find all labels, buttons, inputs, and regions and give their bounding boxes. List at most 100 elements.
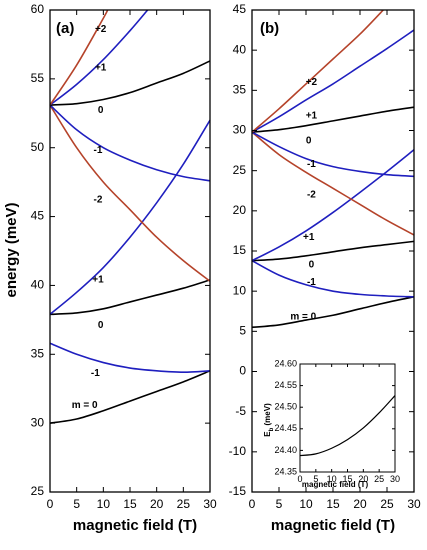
panel-i-x-tick-label-4: 20 [358, 474, 368, 484]
panel-a-series-3 [49, 119, 211, 315]
panel-a-series-8 [49, 9, 109, 106]
panel-a-x-tick-label-5: 25 [177, 497, 191, 511]
panel-b-series-3 [251, 149, 415, 262]
panel-a-series-6 [49, 60, 211, 106]
panel-b-y-tick-label-10: 35 [233, 83, 247, 97]
panel-i-y-tick-label-2: 24.45 [274, 423, 297, 433]
panel-a-curve-label-2: 0 [98, 320, 104, 331]
panel-b: (b) m = 0-10+1-2-10+1+2 0 5 10 15 20 25 30 -15… [229, 2, 421, 534]
inset-y-label-rest: (meV) [263, 403, 272, 428]
inset-background [300, 364, 395, 472]
panel-i-x-tick-label-2: 10 [327, 474, 337, 484]
panel-b-y-tick-label-1: -10 [229, 444, 247, 458]
panel-a-x-tick-label-0: 0 [47, 497, 54, 511]
panel-a-curve-label-4: -2 [94, 195, 103, 206]
inset-chart: 0 5 10 15 20 25 30 24.3524.4024.4524.5024.5524… [263, 358, 400, 489]
panel-b-curve-label-6: 0 [306, 136, 312, 147]
panel-i-y-tick-label-0: 24.35 [274, 466, 297, 476]
panel-i-series-0 [299, 395, 396, 457]
panel-a-y-ticks: 25 30 35 40 45 50 55 60 [31, 2, 210, 498]
panel-a-y-tick-label-2: 35 [31, 346, 45, 360]
panel-a-series-2 [49, 279, 211, 316]
panel-b-y-tick-label-7: 20 [233, 203, 247, 217]
panel-a-label: (a) [56, 20, 74, 37]
panel-i-y-tick-label-4: 24.55 [274, 380, 297, 390]
panel-a-y-tick-label-4: 45 [31, 209, 45, 223]
panel-b-x-tick-label-6: 30 [407, 497, 421, 511]
inset-y-ticks: 24.35 24.40 24.45 24.50 24.55 24.60 [274, 358, 395, 476]
panel-b-y-tick-label-11: 40 [233, 42, 247, 56]
panel-b-x-tick-label-1: 5 [276, 497, 283, 511]
panel-b-y-tick-label-4: 5 [239, 324, 246, 338]
panel-b-curve-label-8: +2 [306, 77, 318, 88]
panel-b-label: (b) [260, 20, 279, 37]
panel-b-curve-label-4: -2 [307, 189, 316, 200]
panel-i-x-tick-label-6: 30 [390, 474, 400, 484]
inset-y-label-sub: b [269, 427, 275, 431]
panel-a-curves [49, 9, 211, 424]
panel-b-y-tick-label-12: 45 [233, 2, 247, 16]
panel-a: (a) m = 0 -1 0 +1 -2 -1 0 +1 +2 0 5 10 15 20 25 30 25 3… [3, 2, 217, 534]
panel-a-curve-label-3: +1 [92, 275, 104, 286]
panel-b-x-tick-label-0: 0 [249, 497, 256, 511]
panel-b-y-tick-label-3: 0 [239, 364, 246, 378]
panel-b-curve-labels: m = 0 -1 0 +1 -2 -1 0 +1 +2 [290, 77, 317, 323]
panel-b-x-tick-label-5: 25 [380, 497, 394, 511]
panel-a-x-tick-label-2: 10 [97, 497, 111, 511]
panel-i-x-tick-label-0: 0 [297, 474, 302, 484]
panel-a-curve-label-7: +1 [95, 62, 107, 73]
panel-b-curve-label-5: -1 [307, 159, 316, 170]
panel-a-curve-label-5: -1 [94, 145, 103, 156]
panel-b-series-8 [251, 9, 384, 133]
panel-b-y-tick-label-8: 25 [233, 163, 247, 177]
panel-b-series-2 [251, 240, 415, 262]
panel-b-y-tick-label-0: -15 [229, 484, 247, 498]
panel-a-x-ticks: 0 5 10 15 20 25 30 [47, 10, 217, 511]
panel-a-curve-labels: m = 0 -1 0 +1 -2 -1 0 +1 +2 [72, 24, 107, 411]
inset-y-axis-label: Eb (meV) [263, 403, 275, 437]
panel-b-series-6 [251, 106, 415, 133]
panel-i-y-tick-label-5: 24.60 [274, 358, 297, 368]
panel-i-x-tick-label-3: 15 [342, 474, 352, 484]
panel-b-curves [251, 9, 415, 329]
panel-b-series-0 [251, 296, 415, 329]
panel-a-curve-label-1: -1 [91, 368, 100, 379]
panel-a-y-tick-label-3: 40 [31, 278, 45, 292]
panel-a-x-tick-label-4: 20 [150, 497, 164, 511]
inset-curves [299, 395, 396, 457]
y-axis-label: energy (meV) [3, 202, 20, 297]
panel-a-series-7 [49, 9, 149, 106]
panel-b-curve-label-7: +1 [306, 111, 318, 122]
panel-b-series-4 [251, 131, 415, 236]
panel-b-curve-label-3: +1 [303, 232, 315, 243]
panel-i-x-tick-label-5: 25 [374, 474, 384, 484]
panel-a-y-tick-label-0: 25 [31, 484, 45, 498]
panel-a-y-tick-label-5: 50 [31, 140, 45, 154]
inset-x-axis-label: magnetic field (T) [302, 480, 369, 489]
panel-i-x-tick-label-1: 5 [313, 474, 318, 484]
panel-a-series-4 [49, 104, 211, 282]
panel-a-curve-label-6: 0 [98, 105, 104, 116]
panel-b-x-ticks: 0 5 10 15 20 25 30 [249, 10, 421, 511]
panel-a-y-tick-label-6: 55 [31, 71, 45, 85]
panel-b-x-tick-label-4: 20 [353, 497, 367, 511]
panel-b-y-tick-label-5: 10 [233, 283, 247, 297]
panel-b-series-7 [251, 29, 415, 133]
panel-a-series-5 [49, 104, 211, 182]
panel-b-series-1 [251, 259, 415, 298]
panel-b-y-tick-label-6: 15 [233, 243, 247, 257]
panel-a-curve-label-8: +2 [95, 24, 107, 35]
panel-i-y-tick-label-3: 24.50 [274, 402, 297, 412]
panel-a-series-1 [49, 342, 211, 373]
panel-b-x-tick-label-3: 15 [326, 497, 340, 511]
panel-b-x-tick-label-2: 10 [299, 497, 313, 511]
panel-b-curve-label-2: 0 [309, 259, 315, 270]
panel-a-y-tick-label-7: 60 [31, 2, 45, 16]
panel-a-x-tick-label-1: 5 [73, 497, 80, 511]
panel-a-x-tick-label-6: 30 [203, 497, 217, 511]
inset-y-label-main: E [263, 431, 272, 437]
panel-b-series-5 [251, 131, 415, 178]
panel-b-y-tick-label-2: -5 [235, 404, 246, 418]
